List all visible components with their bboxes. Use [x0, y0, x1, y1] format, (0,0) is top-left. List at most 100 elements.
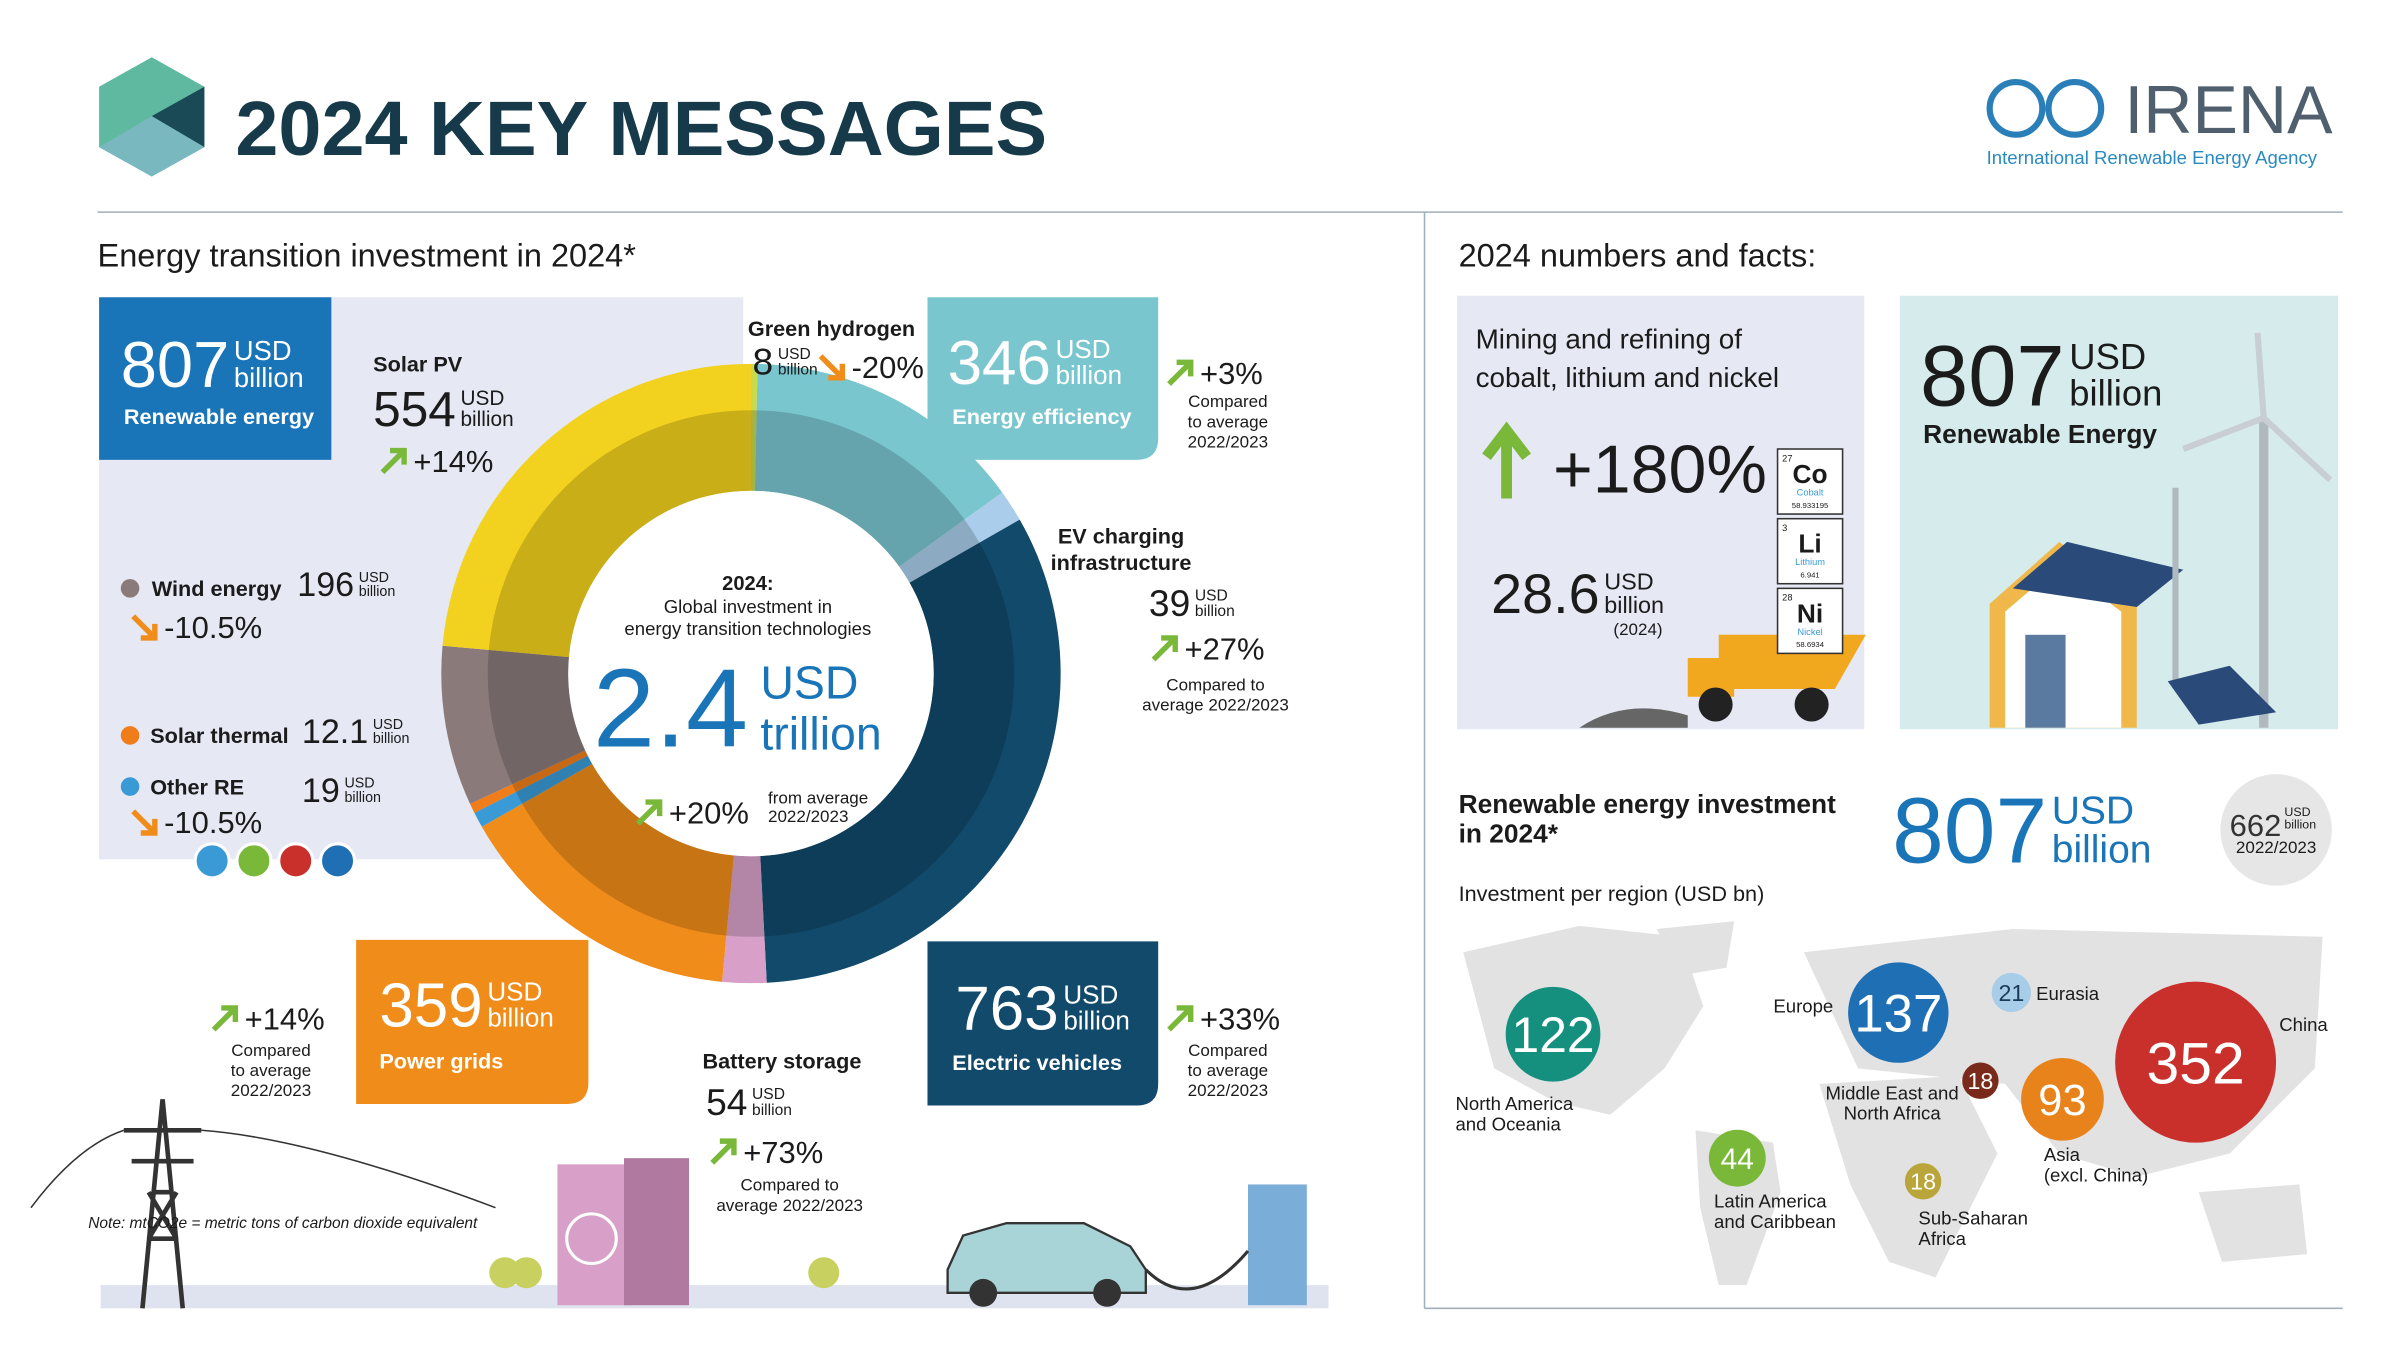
segment-note: 2022/2023	[231, 1081, 311, 1100]
region-name: Eurasia	[2036, 983, 2100, 1004]
trend-arrow	[380, 447, 407, 475]
region-value: 137	[1854, 985, 1942, 1044]
element-box	[1776, 448, 1844, 515]
unit: billion	[460, 408, 513, 431]
unit: USD	[487, 977, 542, 1007]
region-bubble	[1505, 986, 1601, 1082]
element-name: Cobalt	[1797, 487, 1824, 497]
segment-note: to average	[1188, 1061, 1268, 1080]
donut-segment	[441, 645, 586, 804]
trend-arrow	[1151, 635, 1178, 662]
donut-segment	[899, 492, 1020, 583]
logo-hex-part	[151, 86, 205, 148]
unit: USD	[1063, 980, 1118, 1010]
unit: billion	[234, 362, 304, 393]
donut-segment	[481, 763, 734, 982]
truck	[1579, 634, 1866, 728]
previous-value: 662	[2230, 808, 2282, 843]
tree	[489, 1257, 840, 1289]
element-symbol: Ni	[1797, 598, 1823, 628]
change: +33%	[1200, 1002, 1280, 1037]
region-value: 18	[1967, 1068, 1993, 1094]
change: +73%	[743, 1135, 823, 1170]
logo-hex-part	[99, 116, 205, 177]
card-title: cobalt, lithium and nickel	[1476, 362, 1780, 393]
region-name: North Africa	[1844, 1102, 1942, 1123]
element-name: Nickel	[1797, 627, 1822, 637]
change: +3%	[1200, 356, 1263, 391]
value: 807	[121, 328, 229, 401]
segment-note: Compared to	[740, 1176, 838, 1195]
logo-globe	[2045, 78, 2105, 138]
region-name: and Oceania	[1455, 1113, 1561, 1134]
trend-arrow	[131, 614, 158, 641]
house	[1989, 332, 2333, 728]
donut-segment	[754, 363, 1003, 567]
change: +14%	[245, 1002, 325, 1037]
center-note: from average	[768, 789, 868, 808]
segment-note: 2022/2023	[1188, 1081, 1268, 1100]
value: 39	[1149, 582, 1190, 624]
value: 196	[297, 566, 354, 604]
element-mass: 6.941	[1800, 571, 1819, 580]
region-value: 18	[1910, 1169, 1936, 1195]
regional-heading: Renewable energy investment	[1459, 789, 1837, 819]
region-name: China	[2279, 1014, 2328, 1035]
unit: billion	[2069, 373, 2162, 414]
unit: billion	[1604, 592, 1664, 618]
region-name: North America	[1455, 1093, 1573, 1114]
value: 359	[379, 972, 482, 1041]
center-unit: trillion	[760, 707, 881, 759]
value: 554	[373, 382, 456, 437]
donut-hole	[568, 490, 934, 857]
donut-shade	[487, 410, 1015, 937]
segment-name: Green hydrogen	[748, 316, 915, 341]
logo-text: IRENA	[2124, 72, 2333, 148]
label: Renewable Energy	[1923, 419, 2157, 449]
donut-segment	[470, 750, 588, 813]
segment-name: Other RE	[150, 774, 244, 799]
region-bubble	[1848, 962, 1949, 1063]
segment-name: Solar PV	[373, 352, 463, 377]
section-heading: 2024 numbers and facts:	[1459, 237, 1817, 273]
region-value: 93	[2038, 1077, 2086, 1125]
element-mass: 58.6934	[1796, 640, 1825, 649]
region-value: 21	[1998, 980, 2024, 1006]
region-bubble	[1904, 1163, 1942, 1200]
value-box	[927, 941, 1159, 1106]
previous-period: 2022/2023	[2236, 838, 2316, 857]
pylon	[30, 1099, 496, 1309]
trend-arrow	[131, 809, 158, 836]
section-heading: Energy transition investment in 2024*	[98, 237, 637, 273]
value: 8	[753, 341, 774, 383]
segment-note: Compared to	[1166, 676, 1264, 695]
segment-note: Compared	[1188, 392, 1267, 411]
donut-segment	[750, 363, 758, 491]
subheading: Investment per region (USD bn)	[1459, 881, 1765, 906]
donut-segment	[474, 755, 593, 827]
unit: USD	[1604, 569, 1653, 595]
unit: USD	[234, 335, 292, 366]
value-box	[927, 297, 1159, 460]
region-name: Europe	[1773, 996, 1833, 1017]
building	[557, 1158, 690, 1306]
trend-arrow	[710, 1138, 737, 1165]
value: 346	[948, 329, 1051, 398]
unit: USD	[1195, 588, 1228, 605]
trend-arrow	[636, 799, 663, 826]
icon	[277, 842, 315, 880]
unit: billion	[487, 1003, 554, 1033]
center-value: 2.4	[593, 645, 748, 770]
change: +14%	[413, 444, 493, 479]
unit: billion	[1195, 603, 1235, 620]
trend-arrow	[1482, 421, 1532, 499]
value: 763	[955, 975, 1058, 1044]
legend-dot	[120, 579, 140, 598]
segment-name: Battery storage	[702, 1048, 861, 1073]
unit: billion	[2052, 828, 2152, 871]
element-number: 28	[1782, 593, 1792, 603]
region-value: 352	[2147, 1031, 2245, 1096]
region-bubble	[1708, 1129, 1766, 1187]
trend-arrow	[211, 1005, 239, 1032]
